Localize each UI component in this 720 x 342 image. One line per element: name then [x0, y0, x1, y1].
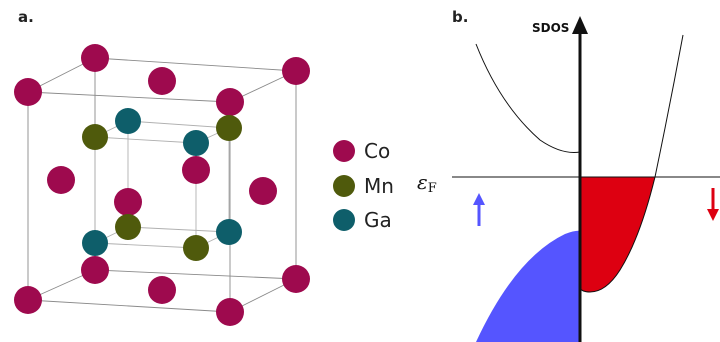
mn-atom: [216, 115, 242, 141]
fermi-level-label: εF: [417, 170, 437, 196]
legend-label-co: Co: [364, 139, 390, 163]
legend-label-ga: Ga: [364, 208, 392, 232]
fermi-symbol: ε: [417, 170, 428, 194]
legend-swatch-mn: [333, 175, 355, 197]
sdos-axis-arrowhead: [572, 16, 588, 34]
co-atom: [81, 44, 109, 72]
co-atom: [282, 57, 310, 85]
ga-atom: [82, 230, 108, 256]
spin-down-arrow-icon: [707, 188, 719, 221]
ga-atom: [216, 219, 242, 245]
panel-b-label: b.: [452, 8, 468, 26]
legend-swatch-co: [333, 140, 355, 162]
spin-down-occupied-band: [580, 177, 655, 292]
co-atom: [14, 78, 42, 106]
mn-atoms: [82, 115, 242, 261]
fermi-subscript: F: [428, 181, 437, 196]
co-atom: [14, 286, 42, 314]
co-atom: [216, 298, 244, 326]
legend-swatch-ga: [333, 209, 355, 231]
panel-b: b. SDOS εF: [417, 8, 720, 342]
ga-atoms: [82, 108, 242, 256]
legend-entry-ga: Ga: [333, 208, 392, 232]
co-atom: [282, 265, 310, 293]
co-atom: [114, 188, 142, 216]
co-atom: [81, 256, 109, 284]
legend-entry-co: Co: [333, 139, 390, 163]
spin-down-band-curve: [579, 34, 684, 293]
spin-up-conduction-curve: [475, 43, 581, 153]
legend-entry-mn: Mn: [333, 174, 394, 198]
legend-label-mn: Mn: [364, 174, 394, 198]
co-atom: [47, 166, 75, 194]
co-atom: [148, 67, 176, 95]
mn-atom: [82, 124, 108, 150]
ga-atom: [115, 108, 141, 134]
spin-up-occupied-band: [476, 230, 580, 342]
co-atom: [216, 88, 244, 116]
mn-atom: [183, 235, 209, 261]
panel-a: a.: [14, 8, 394, 326]
mn-atom: [115, 214, 141, 240]
co-atom: [249, 177, 277, 205]
ga-atom: [183, 130, 209, 156]
spin-up-arrow-icon: [473, 193, 485, 226]
sdos-axis-title: SDOS: [532, 21, 569, 35]
co-atoms: [14, 44, 310, 326]
panel-a-label: a.: [18, 8, 34, 26]
legend: Co Mn Ga: [333, 139, 394, 232]
co-atom: [148, 276, 176, 304]
co-atom: [182, 156, 210, 184]
